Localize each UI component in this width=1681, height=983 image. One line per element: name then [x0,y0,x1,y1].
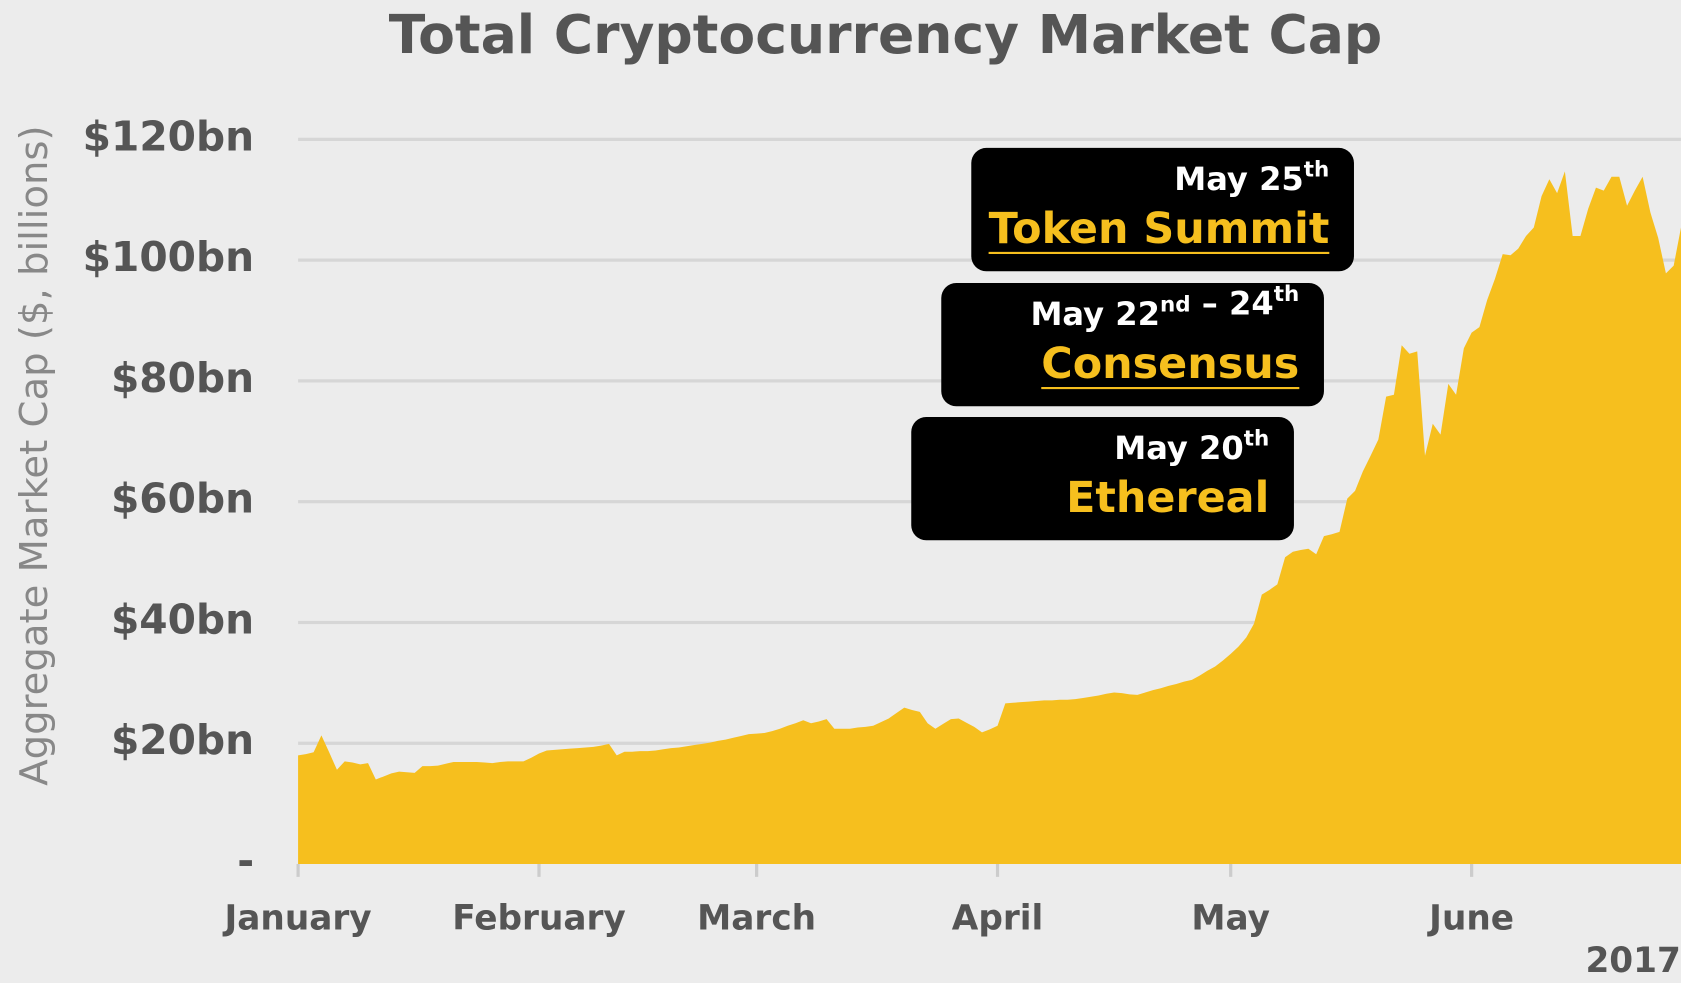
annotation: May 25th Token Summit [971,147,1354,272]
annotation-date: May 25th [1174,157,1329,198]
date-text: – 24 [1191,285,1274,323]
annotation-date: May 20th [1114,427,1269,468]
annotation-event: Consensus [1041,339,1299,389]
date-suffix: th [1274,282,1300,307]
date-suffix: th [1244,427,1270,452]
annotation: May 20th Ethereal [911,416,1294,541]
x-tick-label: April [952,898,1044,938]
annotation-box [911,416,1294,541]
y-tick-label: $40bn [111,595,254,643]
annotation: May 22nd – 24th Consensus [941,282,1324,407]
annotation-event: Ethereal [1066,473,1269,523]
x-tick-label: February [452,898,626,938]
y-tick-label: $20bn [111,716,254,764]
chart-title: Total Cryptocurrency Market Cap [389,3,1383,66]
date-text: May 25 [1174,160,1304,198]
x-tick-label: June [1427,898,1514,938]
year-label: 2017 [1585,941,1680,981]
date-suffix: nd [1160,293,1191,318]
annotation-box [971,147,1354,272]
annotation-date: May 22nd – 24th [1030,282,1299,333]
x-tick-label: March [697,898,816,938]
date-suffix: th [1304,157,1330,182]
x-tick-label: May [1191,898,1270,938]
area [298,171,1681,865]
y-tick-label: - [237,837,254,885]
y-tick-label: $100bn [83,233,254,281]
y-tick-label: $80bn [111,354,254,402]
annotation-box [941,283,1324,407]
y-axis-label: Aggregate Market Cap ($, billions) [12,125,57,785]
x-tick-label: January [223,898,372,938]
date-text: May 22 [1030,295,1160,333]
date-text: May 20 [1114,429,1244,467]
y-tick-label: $60bn [111,475,254,523]
annotation-event: Token Summit [989,204,1330,254]
y-tick-label: $120bn [83,112,254,160]
